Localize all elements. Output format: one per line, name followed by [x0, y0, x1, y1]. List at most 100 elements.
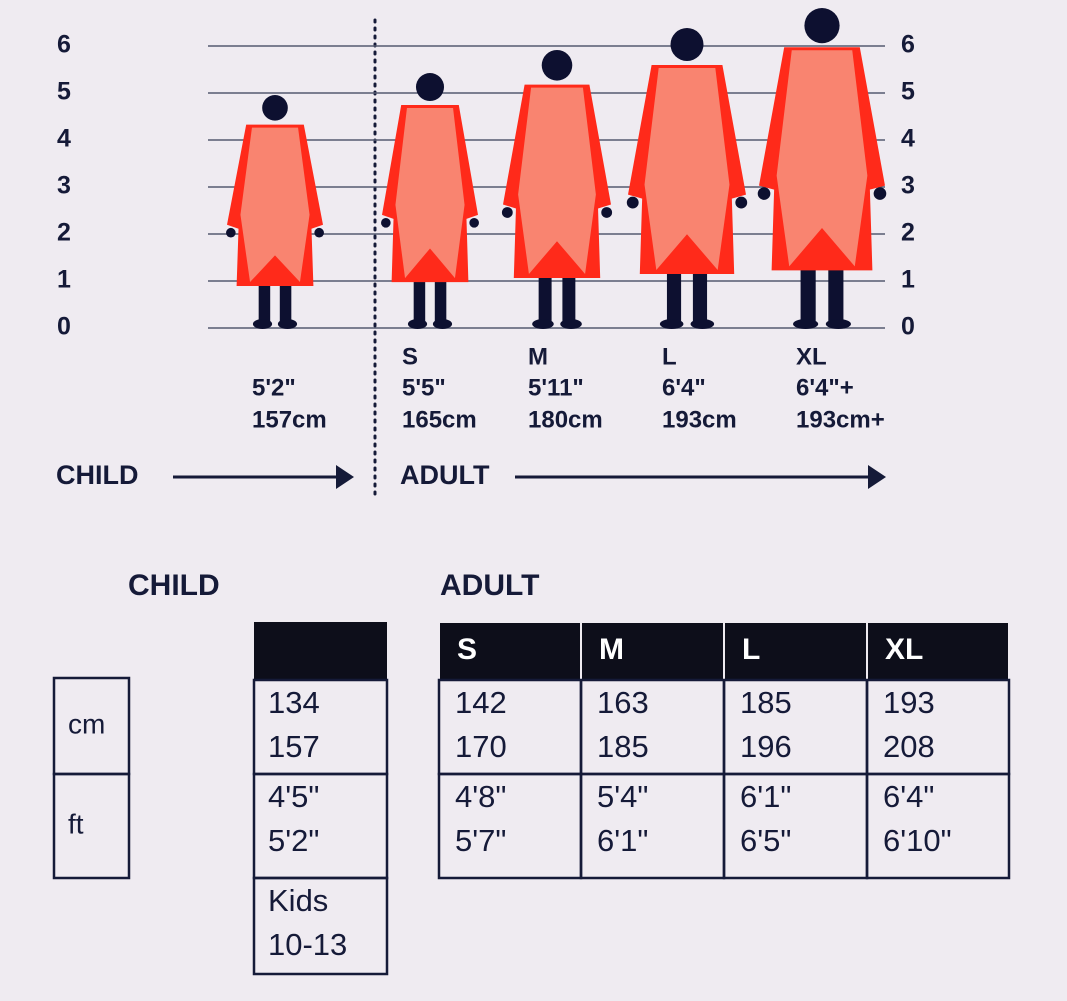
- scale-label: 5: [57, 78, 71, 106]
- foot: [407, 319, 428, 329]
- cell-text: 170: [455, 729, 507, 764]
- size-label: XL: [796, 343, 827, 370]
- hand: [735, 196, 748, 209]
- leg: [279, 281, 292, 321]
- cell-text: 4'8": [455, 779, 506, 814]
- scale-label: 0: [57, 313, 71, 341]
- section-label: CHILD: [56, 460, 139, 490]
- cell-text: 142: [455, 685, 507, 720]
- foot: [560, 319, 582, 329]
- header-cell: [723, 621, 868, 681]
- cell-text: 163: [597, 685, 649, 720]
- hand: [626, 196, 639, 209]
- arrow-head: [868, 465, 886, 489]
- cell-text: 157: [268, 729, 320, 764]
- hand: [469, 218, 479, 228]
- cell-text: 5'2": [268, 823, 319, 858]
- size-label: S: [402, 343, 418, 370]
- leg: [413, 277, 426, 321]
- cell-text: 196: [740, 729, 792, 764]
- scale-label: 2: [57, 219, 71, 247]
- hand: [501, 207, 513, 218]
- coat-light: [644, 68, 730, 270]
- foot: [793, 319, 819, 329]
- cell-text: Kids: [268, 883, 328, 918]
- column-header: L: [742, 633, 760, 666]
- foot: [432, 319, 453, 329]
- leg: [434, 277, 447, 321]
- table-title: CHILD: [128, 569, 220, 602]
- hand: [226, 227, 236, 238]
- head: [262, 95, 288, 121]
- cell: [865, 772, 1011, 880]
- scale-label: 2: [901, 219, 915, 247]
- leg: [538, 272, 552, 321]
- scale-label: 4: [901, 125, 915, 153]
- head: [804, 8, 840, 44]
- scale-label: 4: [57, 125, 71, 153]
- height-ft: 6'4": [662, 374, 706, 401]
- scale-label: 1: [57, 266, 71, 294]
- height-cm: 193cm+: [796, 406, 885, 433]
- coat-light: [518, 87, 596, 274]
- scale-label: 3: [901, 172, 915, 200]
- scale-label: 1: [901, 266, 915, 294]
- leg: [562, 272, 576, 321]
- head: [415, 73, 445, 102]
- row-label: cm: [68, 708, 105, 739]
- cell-text: 193: [883, 685, 935, 720]
- hand: [757, 187, 771, 200]
- cell: [252, 876, 389, 976]
- hand: [381, 218, 391, 228]
- size-label: M: [528, 343, 548, 370]
- height-ft: 5'2": [252, 374, 296, 401]
- column-header: XL: [885, 633, 923, 666]
- scale-label: 0: [901, 313, 915, 341]
- figure: [626, 28, 748, 329]
- cell-text: 185: [740, 685, 792, 720]
- hand: [873, 187, 887, 200]
- figure: [757, 8, 887, 329]
- leg: [800, 265, 816, 321]
- header-cell: [438, 621, 582, 681]
- cell-text: 6'5": [740, 823, 791, 858]
- scale-label: 6: [57, 31, 71, 59]
- coat-light: [776, 50, 868, 267]
- table-title: ADULT: [440, 569, 539, 602]
- height-cm: 193cm: [662, 406, 737, 433]
- figure: [226, 95, 324, 329]
- section-label: ADULT: [400, 460, 490, 490]
- cell-text: 134: [268, 685, 320, 720]
- leg: [666, 269, 682, 321]
- cell-text: 6'4": [883, 779, 934, 814]
- scale-label: 5: [901, 78, 915, 106]
- leg: [828, 265, 844, 321]
- scale-label: 6: [901, 31, 915, 59]
- height-cm: 165cm: [402, 406, 477, 433]
- figure: [501, 50, 613, 329]
- height-cm: 157cm: [252, 406, 327, 433]
- cell-text: 6'10": [883, 823, 952, 858]
- cell-text: 4'5": [268, 779, 319, 814]
- cell-text: 10-13: [268, 927, 347, 962]
- foot: [659, 319, 684, 329]
- cell: [52, 772, 131, 880]
- foot: [252, 319, 273, 329]
- column-header: S: [457, 633, 477, 666]
- leg: [258, 281, 271, 321]
- height-ft: 5'5": [402, 374, 446, 401]
- cell-text: 6'1": [597, 823, 648, 858]
- cell-text: 185: [597, 729, 649, 764]
- height-ft: 6'4"+: [796, 374, 854, 401]
- hand: [314, 227, 324, 238]
- size-label: L: [662, 343, 677, 370]
- cell-text: 5'4": [597, 779, 648, 814]
- height-ft: 5'11": [528, 374, 584, 401]
- foot: [825, 319, 851, 329]
- foot: [690, 319, 715, 329]
- arrow-head: [336, 465, 354, 489]
- header-cell: [580, 621, 725, 681]
- column-header: M: [599, 633, 624, 666]
- cell-text: 6'1": [740, 779, 791, 814]
